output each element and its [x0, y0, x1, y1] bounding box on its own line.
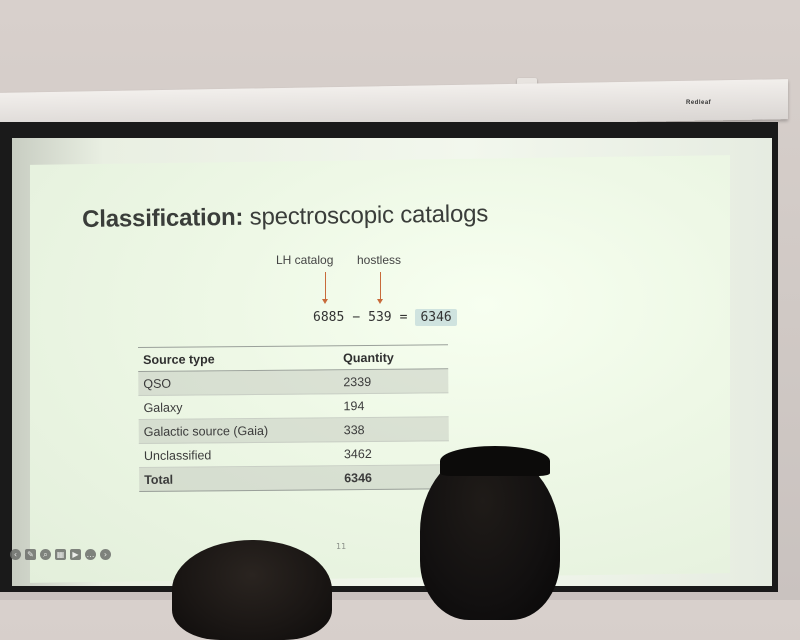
grid-icon[interactable]: ▦	[55, 549, 66, 560]
arrow-hostless	[377, 272, 383, 304]
table-row: QSO 2339	[138, 369, 449, 396]
pen-icon[interactable]: ✎	[25, 549, 36, 560]
cell-type: Galaxy	[143, 400, 183, 415]
table-header-row: Source type Quantity	[138, 345, 449, 372]
table-row: Unclassified 3462	[138, 441, 450, 468]
audience-head-right	[420, 450, 560, 620]
slide-title-bold: Classification:	[82, 203, 244, 233]
cell-type: QSO	[143, 376, 172, 391]
header-source-type: Source type	[143, 351, 215, 367]
equation-term-a: 6885	[313, 310, 345, 325]
table-row: Galaxy 194	[138, 393, 449, 420]
annotation-lh-catalog: LH catalog	[276, 253, 334, 267]
cell-qty: 3462	[343, 446, 372, 461]
equation-term-b: 539	[368, 310, 392, 325]
header-quantity: Quantity	[343, 350, 394, 365]
arrow-lh-catalog	[322, 272, 328, 304]
zoom-icon[interactable]: ⌕	[40, 549, 51, 560]
audience-head-hair	[440, 446, 550, 476]
cell-type: Unclassified	[143, 447, 212, 463]
presentation-toolbar: ‹ ✎ ⌕ ▦ ▶ … ›	[10, 549, 111, 560]
cell-total-label: Total	[144, 472, 174, 487]
forward-icon[interactable]: ›	[100, 549, 111, 560]
more-icon[interactable]: …	[85, 549, 96, 560]
equation-minus: −	[352, 310, 361, 325]
annotation-hostless: hostless	[357, 253, 402, 267]
back-icon[interactable]: ‹	[10, 549, 21, 560]
video-icon[interactable]: ▶	[70, 549, 81, 560]
cell-qty: 2339	[343, 374, 372, 389]
cell-total-qty: 6346	[344, 470, 373, 485]
audience-head-left	[172, 540, 332, 640]
slide-title-rest: spectroscopic catalogs	[249, 200, 489, 231]
source-table: Source type Quantity QSO 2339 Galaxy 194…	[138, 344, 450, 492]
cell-qty: 194	[343, 398, 365, 413]
equation-result: 6346	[415, 309, 457, 326]
table-total-row: Total 6346	[139, 465, 450, 492]
cell-type: Galactic source (Gaia)	[143, 423, 269, 439]
table-row: Galactic source (Gaia) 338	[138, 417, 449, 444]
slide-page-number: 11	[336, 542, 347, 551]
projector-brand: Redleaf	[686, 100, 712, 106]
slide-title: Classification: spectroscopic catalogs	[82, 200, 488, 234]
equation: 6885 − 539 = 6346	[313, 309, 457, 326]
cell-qty: 338	[343, 422, 365, 437]
equation-equals: =	[399, 310, 408, 325]
